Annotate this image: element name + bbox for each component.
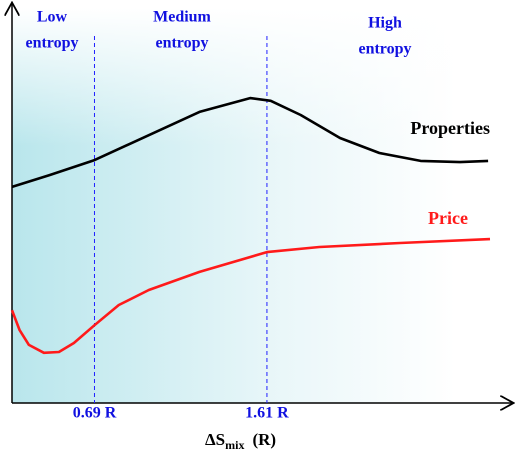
region-label: entropy xyxy=(25,35,78,52)
region-label: entropy xyxy=(155,35,208,52)
region-label: Low xyxy=(37,9,68,26)
x-axis-label: ΔSmix (R) xyxy=(205,430,276,452)
series-line xyxy=(11,96,489,189)
x-label-unit: (R) xyxy=(252,430,276,449)
x-label-main: ΔS xyxy=(205,430,225,449)
region-label: Medium xyxy=(153,9,211,26)
x-label-sub: mix xyxy=(225,438,244,452)
series-label: Properties xyxy=(410,118,490,138)
series-line xyxy=(10,237,491,355)
region-label: High xyxy=(368,15,402,32)
x-tick-label: 0.69 R xyxy=(73,405,117,422)
region-label: entropy xyxy=(358,41,411,58)
background-fade xyxy=(12,8,505,403)
series-label: Price xyxy=(428,208,468,228)
x-tick-label: 1.61 R xyxy=(245,405,289,422)
